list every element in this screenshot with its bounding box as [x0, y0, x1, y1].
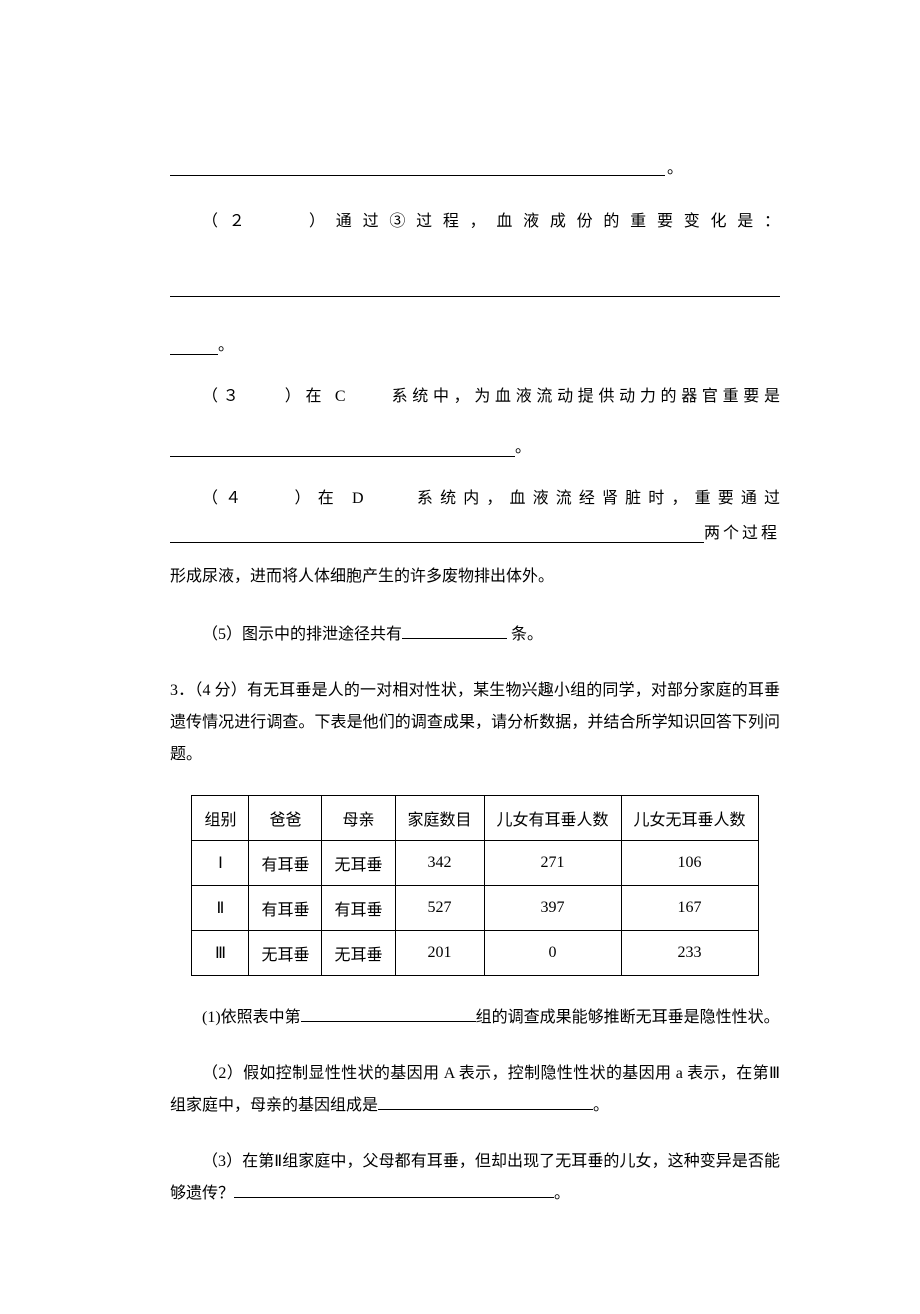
q4-blank-line: 两个过程 [170, 519, 780, 543]
q5-post: 条。 [507, 626, 543, 643]
cell: 0 [484, 931, 621, 976]
cell: 342 [395, 841, 484, 886]
col-mother: 母亲 [322, 796, 395, 841]
table-body: Ⅰ 有耳垂 无耳垂 342 271 106 Ⅱ 有耳垂 有耳垂 527 397 … [192, 841, 758, 976]
q5-pre: （5）图示中的排泄途径共有 [202, 626, 402, 643]
cell: 无耳垂 [322, 931, 395, 976]
underline [170, 120, 665, 176]
sq2-underline [378, 1093, 593, 1110]
question-2: （２ ）通过③过程，血液成份的重要变化是： 。 [170, 206, 780, 355]
q2-text: （２ ）通过③过程，血液成份的重要变化是： [170, 206, 780, 238]
cell: 有耳垂 [249, 841, 322, 886]
q2-period: 。 [218, 331, 234, 355]
table-header-row: 组别 爸爸 母亲 家庭数目 儿女有耳垂人数 儿女无耳垂人数 [192, 796, 758, 841]
sub-question-2: （2）假如控制显性性状的基因用 A 表示，控制隐性性状的基因用 a 表示，在第Ⅲ… [170, 1058, 780, 1122]
q4-text: （４ ）在 D 系统内，血液流经肾脏时，重要通过 [170, 483, 780, 515]
sq3-underline [234, 1181, 554, 1198]
exam-page: 。 （２ ）通过③过程，血液成份的重要变化是： 。 （３ ）在 C 系统中，为血… [0, 0, 920, 1314]
cell: 527 [395, 886, 484, 931]
cell: 271 [484, 841, 621, 886]
q4-line2: 形成尿液，进而将人体细胞产生的许多废物排出体外。 [170, 561, 780, 593]
q3-text: （３ ）在 C 系统中，为血液流动提供动力的器官重要是 [170, 381, 780, 413]
cell: 106 [621, 841, 758, 886]
sq3-post: 。 [554, 1185, 570, 1202]
q2-blank-line [170, 246, 780, 297]
cell: 397 [484, 886, 621, 931]
cell: 无耳垂 [322, 841, 395, 886]
sq1-pre: (1)依照表中第 [202, 1009, 301, 1026]
col-with-lobe: 儿女有耳垂人数 [484, 796, 621, 841]
table-head: 组别 爸爸 母亲 家庭数目 儿女有耳垂人数 儿女无耳垂人数 [192, 796, 758, 841]
table-row: Ⅰ 有耳垂 无耳垂 342 271 106 [192, 841, 758, 886]
cell: Ⅲ [192, 931, 249, 976]
sub-question-1: (1)依照表中第 组的调查成果能够推断无耳垂是隐性性状。 [170, 1002, 780, 1034]
cell: Ⅰ [192, 841, 249, 886]
cell: 201 [395, 931, 484, 976]
period: 。 [667, 154, 683, 178]
col-families: 家庭数目 [395, 796, 484, 841]
q3-underline [170, 440, 515, 457]
ear-lobe-table: 组别 爸爸 母亲 家庭数目 儿女有耳垂人数 儿女无耳垂人数 Ⅰ 有耳垂 无耳垂 … [191, 795, 758, 976]
q4-underline [170, 526, 704, 543]
q2-short-underline [170, 338, 218, 355]
blank-answer-line-1: 。 [170, 120, 780, 178]
cell: 有耳垂 [249, 886, 322, 931]
question-3: （３ ）在 C 系统中，为血液流动提供动力的器官重要是 。 [170, 381, 780, 457]
sq1-post: 组的调查成果能够推断无耳垂是隐性性状。 [476, 1009, 780, 1026]
sub-question-3: （3）在第Ⅱ组家庭中，父母都有耳垂，但却出现了无耳垂的儿女，这种变异是否能够遗传… [170, 1146, 780, 1210]
question-4: （４ ）在 D 系统内，血液流经肾脏时，重要通过 两个过程 形成尿液，进而将人体… [170, 483, 780, 593]
col-without-lobe: 儿女无耳垂人数 [621, 796, 758, 841]
q3-period: 。 [515, 433, 531, 457]
sq1-underline [301, 1005, 476, 1022]
q4-tail: 两个过程 [704, 519, 780, 543]
cell: Ⅱ [192, 886, 249, 931]
cell: 有耳垂 [322, 886, 395, 931]
q3-blank-line: 。 [170, 433, 780, 457]
table-row: Ⅱ 有耳垂 有耳垂 527 397 167 [192, 886, 758, 931]
table-row: Ⅲ 无耳垂 无耳垂 201 0 233 [192, 931, 758, 976]
cell: 167 [621, 886, 758, 931]
col-father: 爸爸 [249, 796, 322, 841]
cell: 233 [621, 931, 758, 976]
question-5: （5）图示中的排泄途径共有 条。 [170, 619, 780, 651]
q2-tail-line: 。 [170, 331, 780, 355]
sq2-post: 。 [593, 1097, 609, 1114]
q5-underline [402, 622, 507, 639]
col-group: 组别 [192, 796, 249, 841]
cell: 无耳垂 [249, 931, 322, 976]
problem-3-intro: 3．（4 分）有无耳垂是人的一对相对性状，某生物兴趣小组的同学，对部分家庭的耳垂… [170, 675, 780, 771]
